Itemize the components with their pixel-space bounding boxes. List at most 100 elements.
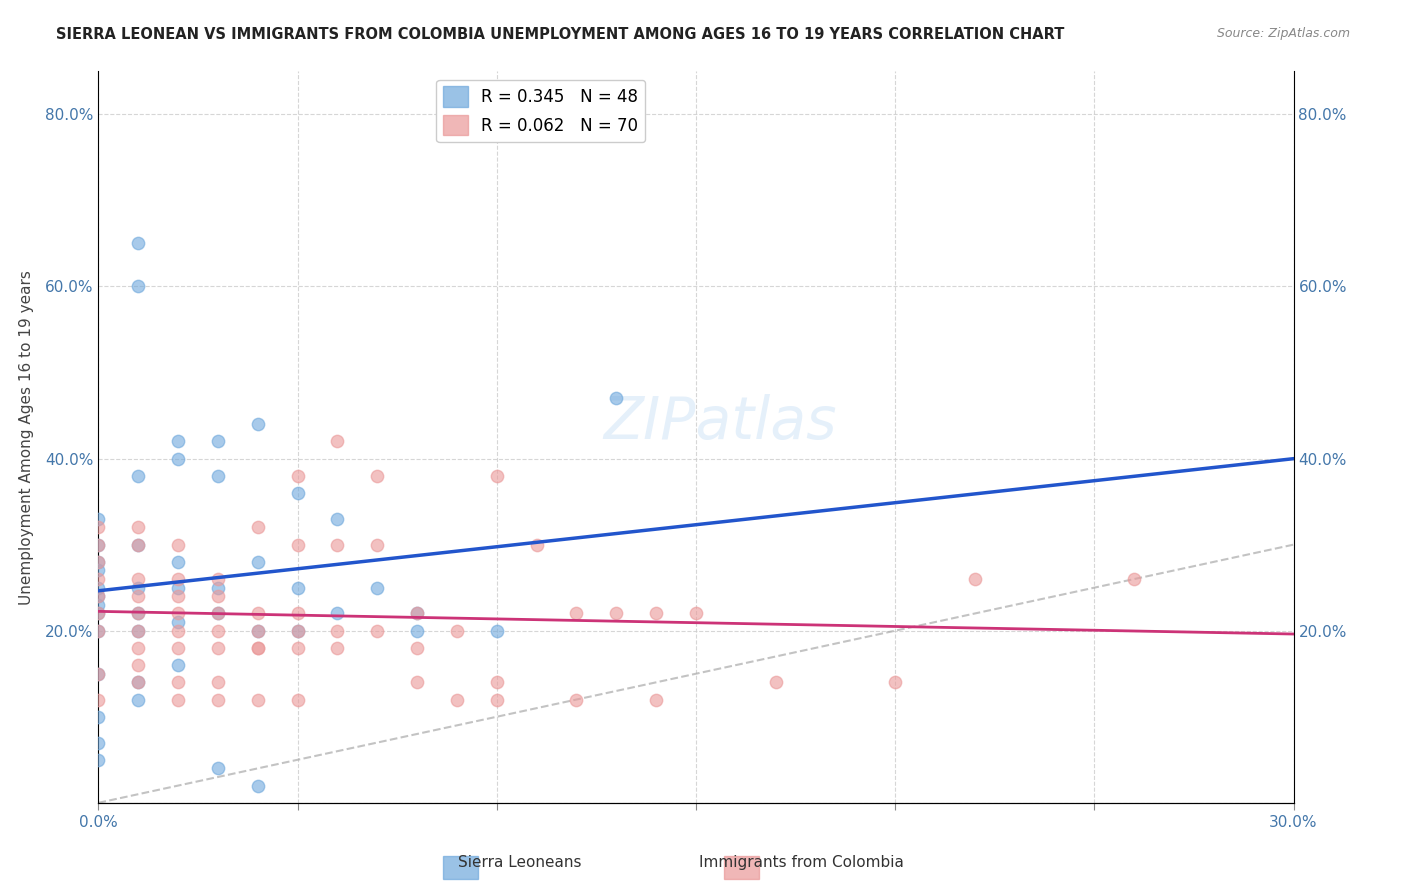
Point <box>645 607 668 621</box>
Point <box>406 624 429 638</box>
Point <box>127 658 149 673</box>
Point <box>167 581 190 595</box>
Point <box>207 624 229 638</box>
Point <box>645 692 668 706</box>
Point <box>685 607 707 621</box>
Point <box>87 538 110 552</box>
Point <box>565 692 588 706</box>
Point <box>167 572 190 586</box>
Point <box>167 434 190 449</box>
Point <box>207 675 229 690</box>
Point <box>963 572 986 586</box>
Point <box>207 692 229 706</box>
Point <box>366 538 388 552</box>
Point <box>287 581 309 595</box>
Point <box>207 607 229 621</box>
Point <box>287 607 309 621</box>
Text: Source: ZipAtlas.com: Source: ZipAtlas.com <box>1216 27 1350 40</box>
Point <box>326 512 349 526</box>
Point <box>246 607 269 621</box>
Point <box>326 607 349 621</box>
Point <box>366 624 388 638</box>
Point <box>605 607 627 621</box>
Point <box>246 624 269 638</box>
Point <box>167 451 190 466</box>
Text: SIERRA LEONEAN VS IMMIGRANTS FROM COLOMBIA UNEMPLOYMENT AMONG AGES 16 TO 19 YEAR: SIERRA LEONEAN VS IMMIGRANTS FROM COLOMB… <box>56 27 1064 42</box>
Point <box>167 615 190 629</box>
Point <box>127 468 149 483</box>
Point <box>485 675 508 690</box>
Point <box>446 624 468 638</box>
Point <box>1123 572 1146 586</box>
Point <box>207 468 229 483</box>
Point <box>246 779 269 793</box>
Point <box>246 640 269 655</box>
Point <box>87 607 110 621</box>
Point <box>765 675 787 690</box>
Point <box>87 555 110 569</box>
Y-axis label: Unemployment Among Ages 16 to 19 years: Unemployment Among Ages 16 to 19 years <box>18 269 34 605</box>
Point <box>87 598 110 612</box>
Point <box>87 572 110 586</box>
Point <box>406 607 429 621</box>
Point <box>605 392 627 406</box>
Point <box>565 607 588 621</box>
Point <box>87 607 110 621</box>
Point <box>326 640 349 655</box>
Point <box>287 624 309 638</box>
Point <box>127 279 149 293</box>
Point <box>167 692 190 706</box>
Point <box>207 761 229 775</box>
Point <box>287 640 309 655</box>
Text: ZIPatlas: ZIPatlas <box>603 394 837 451</box>
Point <box>287 538 309 552</box>
Point <box>127 572 149 586</box>
Point <box>485 468 508 483</box>
Point <box>326 434 349 449</box>
Point <box>287 692 309 706</box>
Legend: R = 0.345   N = 48, R = 0.062   N = 70: R = 0.345 N = 48, R = 0.062 N = 70 <box>436 79 645 142</box>
Point <box>87 512 110 526</box>
Point <box>127 607 149 621</box>
Point <box>207 589 229 603</box>
Point <box>87 753 110 767</box>
Point <box>127 607 149 621</box>
Point <box>167 675 190 690</box>
Point <box>87 735 110 749</box>
Point <box>366 468 388 483</box>
Point <box>167 538 190 552</box>
Point <box>246 692 269 706</box>
Point <box>485 624 508 638</box>
Point <box>246 417 269 432</box>
Point <box>287 624 309 638</box>
Point <box>246 624 269 638</box>
Point <box>326 624 349 638</box>
Point <box>167 640 190 655</box>
Point <box>167 589 190 603</box>
Point <box>87 692 110 706</box>
Point <box>87 666 110 681</box>
Point <box>87 710 110 724</box>
Point <box>87 564 110 578</box>
Point <box>87 520 110 534</box>
Point <box>366 581 388 595</box>
Point <box>87 538 110 552</box>
Point <box>127 236 149 251</box>
Point <box>485 692 508 706</box>
Point <box>246 555 269 569</box>
Point <box>87 555 110 569</box>
Point <box>167 624 190 638</box>
Point <box>246 640 269 655</box>
Point <box>87 589 110 603</box>
Point <box>406 675 429 690</box>
Point <box>406 640 429 655</box>
Point <box>207 640 229 655</box>
Point <box>406 607 429 621</box>
Point <box>246 520 269 534</box>
Point <box>87 624 110 638</box>
Point <box>127 581 149 595</box>
Point <box>127 624 149 638</box>
Point <box>127 692 149 706</box>
Point <box>87 581 110 595</box>
Text: Immigrants from Colombia: Immigrants from Colombia <box>699 855 904 870</box>
